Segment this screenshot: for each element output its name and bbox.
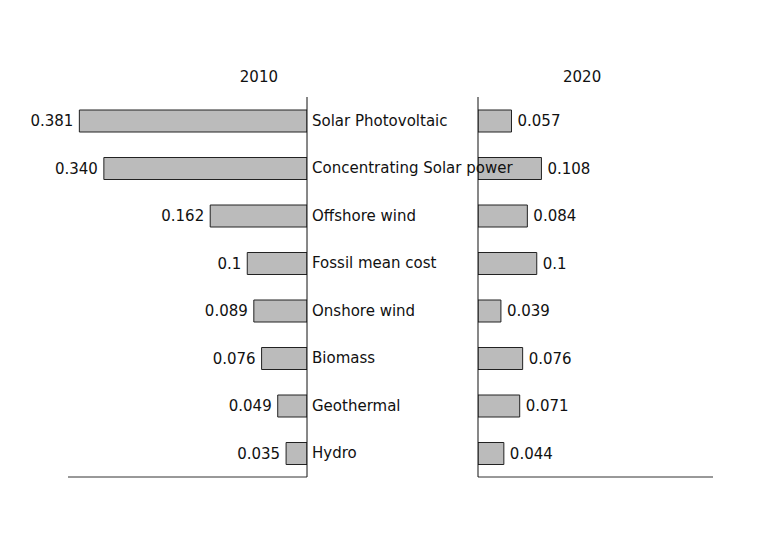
svg-text:Offshore wind: Offshore wind [312, 207, 416, 225]
svg-text:0.1: 0.1 [543, 255, 567, 273]
html-text:2010: 2010 [239, 68, 278, 86]
svg-text:0.1: 0.1 [217, 255, 241, 273]
svg-text:0.162: 0.162 [161, 207, 204, 225]
svg-text:0.076: 0.076 [213, 350, 256, 368]
svg-text:0.035: 0.035 [237, 445, 280, 463]
svg-text:Solar Photovoltaic: Solar Photovoltaic [312, 112, 448, 130]
html-text:2020: 2020 [563, 68, 602, 86]
svg-text:0.381: 0.381 [30, 112, 73, 130]
svg-text:0.108: 0.108 [547, 160, 590, 178]
svg-text:0.071: 0.071 [526, 397, 569, 415]
svg-text:Concentrating Solar power: Concentrating Solar power [312, 159, 513, 177]
svg-text:0.084: 0.084 [533, 207, 576, 225]
svg-text:0.089: 0.089 [205, 302, 248, 320]
svg-text:0.057: 0.057 [517, 112, 560, 130]
svg-text:0.340: 0.340 [55, 160, 98, 178]
svg-text:Geothermal: Geothermal [312, 397, 401, 415]
svg-text:Onshore wind: Onshore wind [312, 302, 415, 320]
svg-text:0.044: 0.044 [510, 445, 553, 463]
svg-text:Hydro: Hydro [312, 444, 357, 462]
svg-text:0.076: 0.076 [529, 350, 572, 368]
svg-text:Biomass: Biomass [312, 349, 375, 367]
svg-text:0.039: 0.039 [507, 302, 550, 320]
svg-text:Fossil mean cost: Fossil mean cost [312, 254, 437, 272]
svg-text:0.049: 0.049 [229, 397, 272, 415]
